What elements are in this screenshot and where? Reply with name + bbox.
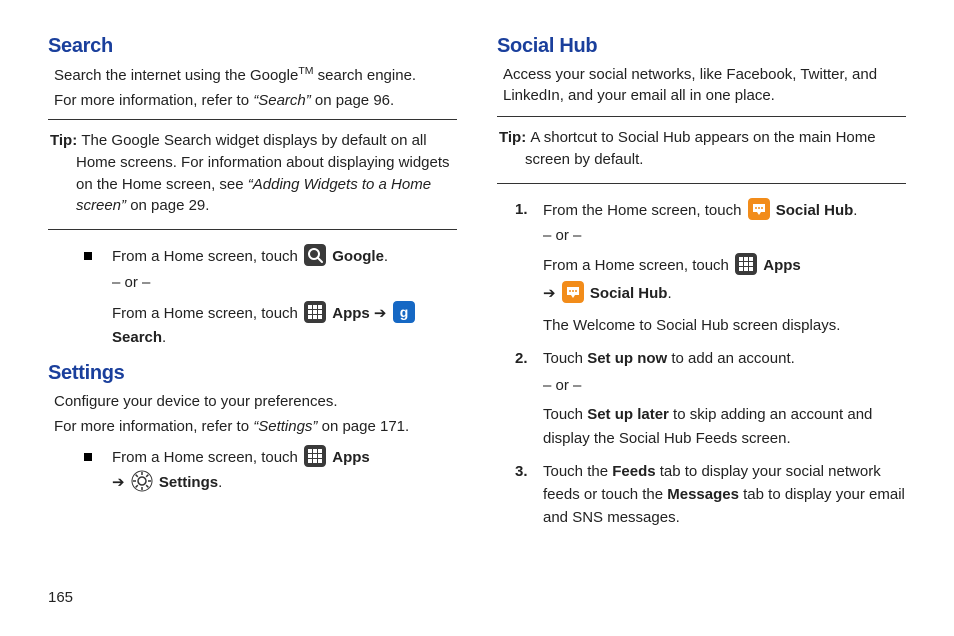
svg-text:g: g <box>399 304 408 320</box>
settings-label: Settings <box>159 474 218 491</box>
google-label: Google <box>332 248 384 265</box>
arrow-2: ➔ <box>112 474 129 491</box>
bullet-marker-icon-2 <box>84 453 92 461</box>
s3-a: Touch the <box>543 463 612 480</box>
search-p2: For more information, refer to “Search” … <box>48 90 457 111</box>
s1-b: From a Home screen, touch <box>543 257 733 274</box>
settings-p1: Configure your device to your preference… <box>48 391 457 412</box>
tm-mark: TM <box>298 65 313 77</box>
social-heading: Social Hub <box>497 35 906 58</box>
social-p1: Access your social networks, like Facebo… <box>497 64 906 106</box>
search-p2-b: on page 96. <box>311 92 394 109</box>
social-hub-label-1: Social Hub <box>776 202 854 219</box>
tip-label: Tip: <box>50 132 81 149</box>
dot5: . <box>667 285 671 302</box>
search-b1-a: From a Home screen, touch <box>112 248 302 265</box>
feeds-label: Feeds <box>612 463 655 480</box>
step-2-num: 2. <box>515 347 543 370</box>
google-search-icon <box>304 244 326 266</box>
s2-c: Touch <box>543 406 587 423</box>
dot4: . <box>853 202 857 219</box>
arrow-1: ➔ <box>370 305 391 322</box>
step-3-num: 3. <box>515 460 543 483</box>
search-tip: Tip: The Google Search widget displays b… <box>48 119 457 230</box>
search-p1: Search the internet using the GoogleTM s… <box>48 64 457 86</box>
settings-p2-ref: “Settings” <box>253 418 317 435</box>
social-hub-icon <box>748 198 770 220</box>
bullet-marker-icon <box>84 252 92 260</box>
settings-gear-icon <box>131 470 153 492</box>
s2-a: Touch <box>543 350 587 367</box>
settings-bullet: From a Home screen, touch Apps ➔ Setting… <box>84 445 457 495</box>
or-1: – or – <box>112 271 457 295</box>
setup-now-label: Set up now <box>587 350 667 367</box>
arrow-3: ➔ <box>543 285 560 302</box>
apps-icon <box>304 301 326 323</box>
page-columns: Search Search the internet using the Goo… <box>48 35 906 540</box>
apps-icon-3 <box>735 253 757 275</box>
setup-later-label: Set up later <box>587 406 669 423</box>
search-bullet: From a Home screen, touch Google. – or –… <box>84 244 457 350</box>
step-1-num: 1. <box>515 198 543 221</box>
social-tip-text: A shortcut to Social Hub appears on the … <box>525 129 876 168</box>
dot3: . <box>218 474 222 491</box>
apps-label-1: Apps <box>332 305 370 322</box>
apps-icon-2 <box>304 445 326 467</box>
or-2: – or – <box>543 224 906 247</box>
s1-a: From the Home screen, touch <box>543 202 746 219</box>
dot1: . <box>384 248 388 265</box>
step-3: 3. Touch the Feeds tab to display your s… <box>515 460 906 530</box>
social-hub-icon-2 <box>562 281 584 303</box>
tip-label-2: Tip: <box>499 129 530 146</box>
apps-label-2: Apps <box>332 449 370 466</box>
search-label: Search <box>112 329 162 346</box>
search-heading: Search <box>48 35 457 58</box>
social-tip: Tip: A shortcut to Social Hub appears on… <box>497 116 906 184</box>
dot2: . <box>162 329 166 346</box>
page-number: 165 <box>48 589 73 606</box>
s1-c: The Welcome to Social Hub screen display… <box>543 314 906 337</box>
s2-b: to add an account. <box>667 350 795 367</box>
social-hub-label-2: Social Hub <box>590 285 668 302</box>
search-p1-a: Search the internet using the Google <box>54 67 298 84</box>
search-p1-b: search engine. <box>314 67 417 84</box>
search-tip-b: on page 29. <box>126 197 209 214</box>
apps-label-3: Apps <box>763 257 801 274</box>
settings-p2: For more information, refer to “Settings… <box>48 416 457 437</box>
search-g-icon: g <box>393 301 415 323</box>
settings-p2-a: For more information, refer to <box>54 418 253 435</box>
right-column: Social Hub Access your social networks, … <box>497 35 906 540</box>
search-p2-ref: “Search” <box>253 92 311 109</box>
search-b2-a: From a Home screen, touch <box>112 305 302 322</box>
messages-label: Messages <box>667 486 739 503</box>
step-1: 1. From the Home screen, touch Social Hu… <box>515 198 906 337</box>
left-column: Search Search the internet using the Goo… <box>48 35 457 540</box>
settings-b1-a: From a Home screen, touch <box>112 449 302 466</box>
step-2: 2. Touch Set up now to add an account. –… <box>515 347 906 450</box>
settings-p2-b: on page 171. <box>317 418 409 435</box>
or-3: – or – <box>543 374 906 397</box>
search-p2-a: For more information, refer to <box>54 92 253 109</box>
settings-heading: Settings <box>48 362 457 385</box>
